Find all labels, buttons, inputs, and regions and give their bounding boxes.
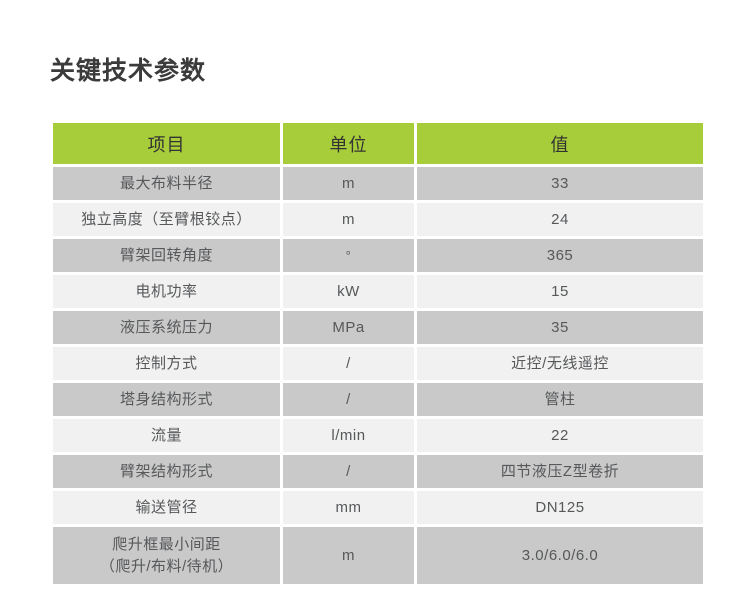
- cell-unit: /: [283, 347, 414, 380]
- cell-value: 33: [417, 167, 703, 200]
- cell-item: 塔身结构形式: [53, 383, 280, 416]
- cell-unit: /: [283, 383, 414, 416]
- cell-unit: /: [283, 455, 414, 488]
- cell-value: 近控/无线遥控: [417, 347, 703, 380]
- cell-value: 24: [417, 203, 703, 236]
- cell-value: 管柱: [417, 383, 703, 416]
- table-row: 臂架回转角度 ° 365: [53, 239, 703, 272]
- cell-value: 365: [417, 239, 703, 272]
- cell-unit: m: [283, 167, 414, 200]
- cell-item-line2: （爬升/布料/待机）: [99, 557, 234, 575]
- table-row: 最大布料半径 m 33: [53, 167, 703, 200]
- table-body: 最大布料半径 m 33 独立高度（至臂根铰点） m 24 臂架回转角度 ° 36…: [53, 167, 703, 584]
- cell-item: 输送管径: [53, 491, 280, 524]
- cell-value: 22: [417, 419, 703, 452]
- cell-value: 四节液压Z型卷折: [417, 455, 703, 488]
- cell-item: 液压系统压力: [53, 311, 280, 344]
- column-header-unit: 单位: [283, 123, 414, 164]
- cell-value: 35: [417, 311, 703, 344]
- table-row: 流量 l/min 22: [53, 419, 703, 452]
- table-row: 塔身结构形式 / 管柱: [53, 383, 703, 416]
- cell-value: 3.0/6.0/6.0: [417, 527, 703, 584]
- cell-unit: mm: [283, 491, 414, 524]
- table-row: 电机功率 kW 15: [53, 275, 703, 308]
- cell-item: 最大布料半径: [53, 167, 280, 200]
- cell-unit: MPa: [283, 311, 414, 344]
- table-row: 臂架结构形式 / 四节液压Z型卷折: [53, 455, 703, 488]
- table-header-row: 项目 单位 值: [53, 123, 703, 164]
- cell-item: 爬升框最小间距 （爬升/布料/待机）: [53, 527, 280, 584]
- cell-unit: m: [283, 203, 414, 236]
- cell-unit: m: [283, 527, 414, 584]
- cell-item: 臂架回转角度: [53, 239, 280, 272]
- table-row: 液压系统压力 MPa 35: [53, 311, 703, 344]
- column-header-value: 值: [417, 123, 703, 164]
- table-row: 爬升框最小间距 （爬升/布料/待机） m 3.0/6.0/6.0: [53, 527, 703, 584]
- cell-unit: °: [283, 239, 414, 272]
- cell-item-line1: 爬升框最小间距: [112, 535, 221, 553]
- table-row: 输送管径 mm DN125: [53, 491, 703, 524]
- table-header: 项目 单位 值: [53, 123, 703, 164]
- cell-item: 电机功率: [53, 275, 280, 308]
- cell-item: 控制方式: [53, 347, 280, 380]
- cell-unit: l/min: [283, 419, 414, 452]
- page-title: 关键技术参数: [50, 57, 207, 85]
- cell-value: DN125: [417, 491, 703, 524]
- table-row: 控制方式 / 近控/无线遥控: [53, 347, 703, 380]
- key-specs-table: 项目 单位 值 最大布料半径 m 33 独立高度（至臂根铰点） m 24 臂架回…: [50, 120, 706, 587]
- cell-value: 15: [417, 275, 703, 308]
- cell-item: 流量: [53, 419, 280, 452]
- cell-item: 独立高度（至臂根铰点）: [53, 203, 280, 236]
- cell-unit: kW: [283, 275, 414, 308]
- column-header-item: 项目: [53, 123, 280, 164]
- table-row: 独立高度（至臂根铰点） m 24: [53, 203, 703, 236]
- cell-item: 臂架结构形式: [53, 455, 280, 488]
